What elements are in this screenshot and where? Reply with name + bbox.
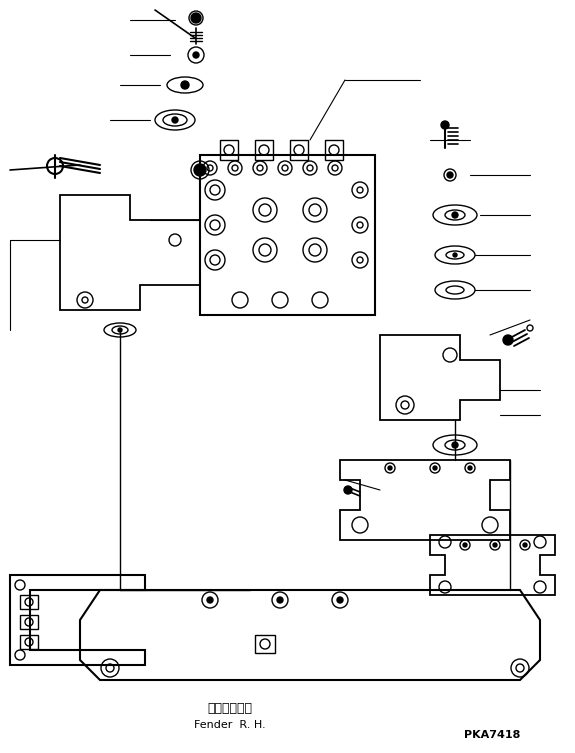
Circle shape: [453, 253, 457, 257]
Bar: [290, 140, 308, 160]
Circle shape: [277, 597, 283, 603]
Circle shape: [172, 117, 178, 123]
Circle shape: [337, 597, 343, 603]
Bar: [255, 140, 273, 160]
Bar: [20, 595, 38, 609]
Circle shape: [181, 81, 189, 89]
Circle shape: [452, 212, 458, 218]
Bar: [20, 635, 38, 649]
Circle shape: [452, 442, 458, 448]
Bar: [255, 635, 275, 653]
Bar: [325, 140, 343, 160]
Text: Fender  R. H.: Fender R. H.: [194, 720, 266, 730]
Circle shape: [493, 543, 497, 547]
Bar: [200, 155, 375, 315]
Text: フェンダ右山: フェンダ右山: [208, 702, 252, 715]
Circle shape: [503, 335, 513, 345]
Circle shape: [523, 543, 527, 547]
Bar: [220, 140, 238, 160]
Circle shape: [388, 466, 392, 470]
Circle shape: [441, 121, 449, 129]
Circle shape: [447, 172, 453, 178]
Circle shape: [463, 543, 467, 547]
Circle shape: [433, 466, 437, 470]
Circle shape: [118, 328, 122, 332]
Circle shape: [194, 164, 206, 176]
Bar: [20, 615, 38, 629]
Circle shape: [193, 52, 199, 58]
Circle shape: [191, 13, 201, 23]
Text: PKA7418: PKA7418: [463, 730, 520, 740]
Circle shape: [468, 466, 472, 470]
Circle shape: [344, 486, 352, 494]
Circle shape: [207, 597, 213, 603]
